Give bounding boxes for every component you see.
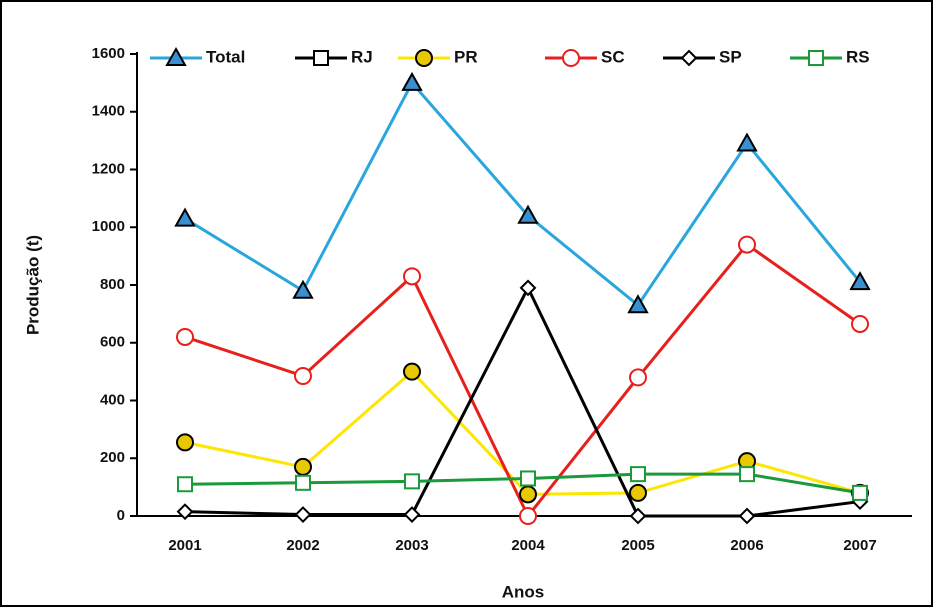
marker	[630, 466, 646, 483]
y-tick-label: 1400	[92, 103, 125, 120]
marker	[738, 507, 756, 525]
legend-label: SC	[601, 47, 625, 66]
marker	[176, 503, 194, 521]
x-tick-label: 2007	[843, 537, 876, 554]
marker	[176, 327, 194, 346]
marker	[519, 485, 537, 504]
marker	[852, 484, 868, 501]
y-tick-label: 1000	[92, 218, 125, 235]
marker	[627, 294, 649, 314]
marker	[517, 204, 539, 224]
marker	[294, 366, 312, 385]
marker	[174, 207, 196, 227]
marker	[294, 506, 312, 523]
y-tick-label: 200	[100, 449, 125, 466]
marker	[403, 506, 421, 523]
marker	[738, 235, 756, 254]
y-tick-label: 800	[100, 276, 125, 293]
marker	[519, 279, 537, 297]
y-tick-label: 600	[100, 334, 125, 351]
marker	[629, 507, 647, 525]
marker	[403, 267, 421, 286]
marker	[849, 271, 871, 291]
legend-marker	[415, 49, 433, 67]
y-tick-label: 0	[117, 507, 125, 524]
legend-marker	[808, 50, 824, 66]
marker	[177, 476, 193, 493]
legend-label: PR	[454, 47, 478, 66]
legend-label: RS	[846, 47, 870, 66]
marker	[736, 132, 758, 152]
x-tick-label: 2004	[511, 537, 545, 554]
marker	[629, 483, 647, 502]
y-tick-label: 1200	[92, 160, 125, 177]
x-tick-label: 2003	[395, 537, 428, 554]
marker	[629, 368, 647, 387]
legend-label: RJ	[351, 47, 373, 66]
x-axis-title: Anos	[502, 582, 545, 601]
x-tick-label: 2001	[168, 537, 201, 554]
legend-label: SP	[719, 47, 742, 66]
marker	[520, 470, 536, 487]
y-tick-label: 400	[100, 391, 125, 408]
legend-marker	[165, 46, 187, 66]
marker	[404, 473, 420, 490]
marker	[519, 507, 537, 525]
y-tick-label: 1600	[92, 45, 125, 62]
legend-marker	[313, 50, 329, 66]
marker	[401, 71, 423, 91]
x-tick-label: 2006	[730, 537, 763, 554]
marker	[295, 474, 311, 491]
x-tick-label: 2002	[286, 537, 319, 554]
y-axis-title: Produção (t)	[23, 235, 42, 335]
marker	[403, 362, 421, 381]
x-tick-label: 2005	[621, 537, 654, 554]
marker	[851, 314, 869, 333]
marker	[292, 279, 314, 299]
legend-marker	[680, 49, 698, 67]
marker	[176, 433, 194, 452]
marker	[739, 466, 755, 483]
marker	[294, 457, 312, 476]
legend-label: Total	[206, 47, 245, 66]
legend-marker	[562, 49, 580, 67]
